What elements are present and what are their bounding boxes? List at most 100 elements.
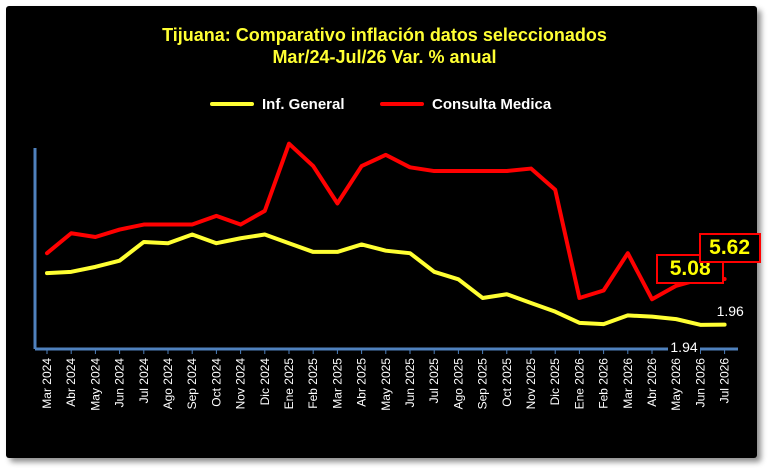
annotation-box-label: 5.62 [698, 233, 761, 264]
data-point-consulta-medica [432, 169, 436, 173]
data-point-consulta-medica [553, 188, 557, 192]
data-point-consulta-medica [214, 214, 218, 218]
data-point-inf-general [626, 313, 630, 317]
data-point-consulta-medica [239, 223, 243, 227]
chart-frame [6, 6, 757, 458]
data-point-inf-general [360, 242, 364, 246]
data-point-consulta-medica [674, 284, 678, 288]
data-point-inf-general [263, 233, 267, 237]
x-tick-label: Abr 2026 [645, 358, 659, 407]
data-point-inf-general [602, 322, 606, 326]
data-point-inf-general [650, 315, 654, 319]
series-inf-general [45, 232, 727, 327]
data-point-inf-general [166, 241, 170, 245]
data-point-consulta-medica [166, 223, 170, 227]
data-point-consulta-medica [650, 297, 654, 301]
data-point-inf-general [118, 259, 122, 263]
data-point-inf-general [69, 270, 73, 274]
data-point-inf-general [93, 265, 97, 269]
data-point-inf-general [142, 240, 146, 244]
data-point-consulta-medica [335, 201, 339, 205]
x-tick-label: Nov 2024 [234, 358, 248, 410]
x-tick-label: Abr 2025 [355, 358, 369, 407]
data-point-consulta-medica [142, 223, 146, 227]
series-line-consulta-medica [45, 141, 727, 302]
data-point-consulta-medica [45, 251, 49, 255]
data-point-inf-general [384, 249, 388, 253]
data-point-inf-general [214, 241, 218, 245]
data-point-inf-general [698, 323, 702, 327]
data-point-inf-general [456, 277, 460, 281]
legend-item-consulta-medica: Consulta Medica [380, 93, 551, 115]
x-tick-label: Sep 2024 [185, 358, 199, 410]
series-consulta-medica [45, 141, 727, 302]
x-tick-label: May 2025 [379, 358, 393, 411]
data-point-consulta-medica [408, 165, 412, 169]
data-point-inf-general [577, 321, 581, 325]
data-point-consulta-medica [384, 153, 388, 157]
data-point-consulta-medica [69, 231, 73, 235]
x-tick-label: Mar 2024 [40, 358, 54, 409]
data-point-inf-general [529, 301, 533, 305]
x-tick-label: May 2024 [88, 358, 102, 411]
x-tick-label: Jul 2026 [718, 358, 732, 404]
x-tick-label: Oct 2025 [500, 358, 514, 407]
data-point-consulta-medica [602, 289, 606, 293]
x-tick-label: Jul 2025 [427, 358, 441, 404]
data-point-inf-general [45, 271, 49, 275]
x-tick-label: Oct 2024 [209, 358, 223, 407]
data-point-inf-general [432, 270, 436, 274]
data-point-consulta-medica [505, 169, 509, 173]
data-point-inf-general [335, 250, 339, 254]
data-point-consulta-medica [626, 251, 630, 255]
x-tick-label: Mar 2026 [621, 358, 635, 409]
data-point-consulta-medica [93, 235, 97, 239]
x-tick-label: Dic 2024 [258, 358, 272, 406]
data-point-consulta-medica [529, 167, 533, 171]
data-point-consulta-medica [577, 296, 581, 300]
data-point-inf-general [674, 317, 678, 321]
data-point-inf-general [408, 251, 412, 255]
legend-swatch-consulta-medica [380, 102, 424, 106]
x-tick-label: Jun 2024 [113, 358, 127, 408]
data-point-inf-general [287, 241, 291, 245]
data-point-consulta-medica [481, 169, 485, 173]
legend-label-inf-general: Inf. General [262, 95, 345, 113]
data-point-inf-general [505, 292, 509, 296]
x-tick-label: Ago 2025 [451, 358, 465, 410]
x-tick-label: May 2026 [669, 358, 683, 411]
annotation-label: 1.94 [668, 338, 700, 355]
legend-swatch-inf-general [210, 102, 254, 106]
data-point-consulta-medica [190, 223, 194, 227]
x-tick-label: Abr 2024 [64, 358, 78, 407]
chart-subtitle: Mar/24-Jul/26 Var. % anual [272, 47, 497, 67]
x-tick-label: Dic 2025 [548, 358, 562, 406]
x-tick-label: Jun 2025 [403, 358, 417, 408]
legend-item-inf-general: Inf. General [210, 93, 345, 115]
series-line-inf-general [45, 232, 727, 327]
legend: Inf. General Consulta Medica [0, 93, 769, 115]
annotation-label: 1.96 [714, 302, 746, 319]
data-point-consulta-medica [360, 164, 364, 168]
data-point-inf-general [481, 296, 485, 300]
x-tick-label: Feb 2025 [306, 358, 320, 409]
x-tick-label: Sep 2025 [476, 358, 490, 410]
data-point-inf-general [239, 236, 243, 240]
legend-label-consulta-medica: Consulta Medica [432, 95, 552, 113]
data-point-consulta-medica [456, 169, 460, 173]
data-point-inf-general [553, 310, 557, 314]
x-tick-label: Mar 2025 [330, 358, 344, 409]
x-tick-label: Ene 2025 [282, 358, 296, 410]
data-point-inf-general [311, 250, 315, 254]
x-tick-label: Ene 2026 [572, 358, 586, 410]
x-tick-label: Nov 2025 [524, 358, 538, 410]
x-tick-label: Jul 2024 [137, 358, 151, 404]
data-point-consulta-medica [118, 228, 122, 232]
data-point-inf-general [723, 323, 727, 327]
data-point-consulta-medica [311, 164, 315, 168]
x-tick-label: Jun 2026 [693, 358, 707, 408]
data-point-consulta-medica [287, 142, 291, 146]
x-tick-label: Ago 2024 [161, 358, 175, 410]
x-tick-label: Feb 2026 [597, 358, 611, 409]
